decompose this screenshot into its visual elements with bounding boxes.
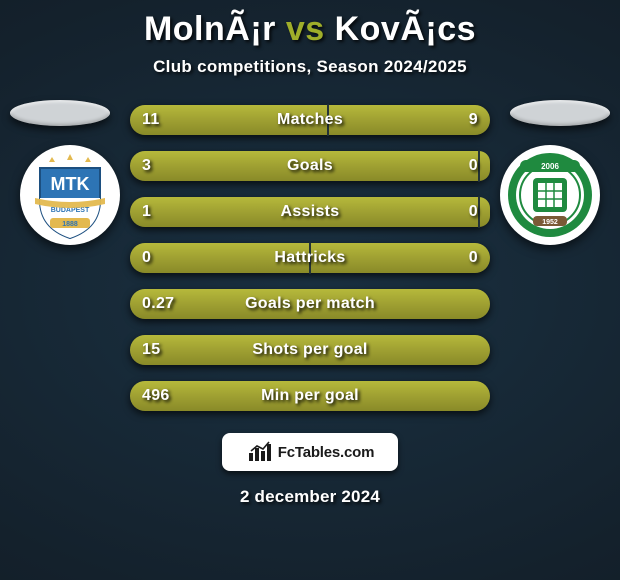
stat-row: 11 9 Matches (130, 105, 490, 135)
footer-site-text: FcTables.com (278, 444, 375, 461)
bar-divider (478, 196, 480, 228)
bar-right-value: 9 (469, 111, 478, 129)
bar-right-value: 0 (469, 249, 478, 267)
bar-left-value: 0 (142, 249, 151, 267)
svg-text:1952: 1952 (542, 219, 558, 226)
bar-right-segment (328, 105, 490, 135)
player2-head (500, 100, 620, 126)
team-badge-right: 2006 1952 (500, 145, 600, 245)
bar-label: Goals (287, 157, 333, 175)
bar-label: Hattricks (274, 249, 345, 267)
bar-chart-icon (246, 441, 274, 463)
subtitle: Club competitions, Season 2024/2025 (0, 57, 620, 77)
bar-label: Goals per match (245, 295, 375, 313)
bar-left-value: 11 (142, 111, 160, 129)
stat-row: 15 Shots per goal (130, 335, 490, 365)
bar-left-value: 15 (142, 341, 160, 359)
bar-right-segment (479, 151, 490, 181)
bar-right-segment (479, 197, 490, 227)
player2-name: KovÃ¡cs (335, 10, 476, 48)
bar-label: Min per goal (261, 387, 359, 405)
bar-left-value: 1 (142, 203, 151, 221)
head-ellipse-left (10, 100, 110, 126)
bar-right-value: 0 (469, 203, 478, 221)
stats-bars: 11 9 Matches 3 0 Goals 1 0 Assists 0 0 Hattricks 0.2… (130, 105, 490, 411)
team-badge-left: MTK BUDAPEST 1888 (20, 145, 120, 245)
svg-text:BUDAPEST: BUDAPEST (51, 207, 90, 214)
bar-left-value: 0.27 (142, 295, 174, 313)
stat-row: 0 0 Hattricks (130, 243, 490, 273)
stat-row: 3 0 Goals (130, 151, 490, 181)
bar-label: Matches (277, 111, 343, 129)
fctables-logo: FcTables.com (222, 433, 398, 471)
footer-date: 2 december 2024 (0, 487, 620, 507)
bar-left-value: 3 (142, 157, 151, 175)
paks-badge-icon: 2006 1952 (505, 150, 595, 240)
comparison-title: MolnÃ¡r vs KovÃ¡cs (0, 10, 620, 49)
stat-row: 1 0 Assists (130, 197, 490, 227)
bar-left-value: 496 (142, 387, 170, 405)
bar-label: Shots per goal (252, 341, 367, 359)
svg-text:2006: 2006 (541, 162, 559, 171)
head-ellipse-right (510, 100, 610, 126)
mtk-badge-icon: MTK BUDAPEST 1888 (25, 150, 115, 240)
bar-label: Assists (280, 203, 339, 221)
stat-row: 496 Min per goal (130, 381, 490, 411)
bar-right-value: 0 (469, 157, 478, 175)
stat-row: 0.27 Goals per match (130, 289, 490, 319)
player1-name: MolnÃ¡r (144, 10, 276, 48)
svg-text:1888: 1888 (62, 221, 78, 228)
bar-divider (478, 150, 480, 182)
vs-label: vs (286, 10, 325, 48)
player1-head (0, 100, 120, 126)
svg-text:MTK: MTK (51, 174, 90, 194)
